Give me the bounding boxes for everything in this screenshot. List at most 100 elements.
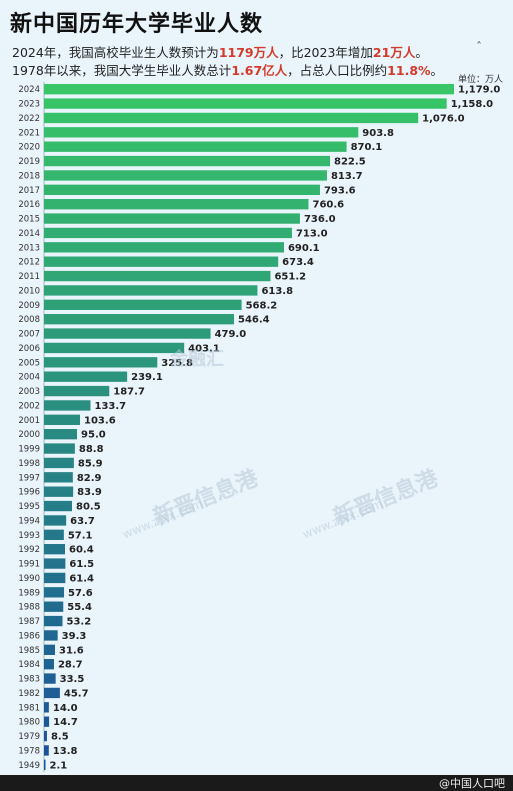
category-label: 1981	[18, 703, 40, 713]
value-label: 2.1	[50, 760, 68, 771]
subtitle-1-text-c: 。	[415, 45, 428, 60]
bar	[44, 702, 49, 713]
bar	[44, 170, 327, 181]
value-label: 14.7	[53, 717, 78, 728]
category-label: 2023	[18, 100, 40, 110]
value-label: 83.9	[77, 487, 102, 498]
category-label: 2011	[18, 272, 40, 282]
value-label: 736.0	[304, 214, 336, 225]
value-label: 133.7	[94, 401, 126, 412]
subtitle-1-text-b: ，比2023年增加	[278, 45, 373, 60]
category-label: 1979	[18, 732, 40, 742]
value-label: 568.2	[246, 300, 278, 311]
value-label: 903.8	[362, 128, 394, 139]
category-label: 2008	[18, 315, 40, 325]
bar	[44, 544, 66, 555]
category-label: 2020	[18, 143, 40, 153]
category-label: 1996	[18, 488, 40, 498]
value-label: 760.6	[313, 200, 345, 211]
category-label: 1990	[18, 574, 40, 584]
value-label: 651.2	[274, 272, 306, 283]
bar	[44, 227, 292, 239]
caret-icon: ˆ	[476, 40, 482, 54]
category-label: 2006	[18, 344, 40, 354]
bar	[44, 716, 50, 727]
category-label: 2001	[18, 416, 40, 426]
bar	[44, 659, 54, 670]
bar	[44, 270, 271, 282]
bar	[44, 730, 47, 742]
bar	[44, 529, 64, 540]
category-label: 2012	[18, 258, 40, 268]
bar	[44, 213, 300, 224]
bar	[44, 385, 110, 397]
bar	[44, 601, 64, 612]
bar	[44, 328, 211, 339]
value-label: 63.7	[70, 516, 95, 527]
category-label: 1982	[18, 689, 40, 699]
category-label: 2009	[18, 301, 40, 311]
category-label: 2021	[18, 128, 40, 138]
category-label: 1993	[18, 531, 40, 541]
value-label: 8.5	[51, 732, 69, 743]
bar	[44, 759, 46, 770]
value-label: 813.7	[331, 171, 363, 182]
value-label: 713.0	[296, 228, 328, 239]
category-label: 2016	[18, 200, 40, 210]
bar	[44, 486, 74, 497]
unit-label: 单位：万人	[458, 75, 504, 85]
category-label: 2002	[18, 401, 40, 411]
value-label: 45.7	[64, 688, 89, 699]
bar	[44, 127, 359, 138]
value-label: 870.1	[351, 142, 383, 153]
bar	[44, 500, 72, 512]
value-label: 28.7	[58, 660, 83, 671]
category-label: 2019	[18, 157, 40, 167]
value-label: 1,179.0	[458, 85, 500, 96]
category-label: 1985	[18, 646, 40, 656]
category-label: 1988	[18, 603, 40, 613]
value-label: 60.4	[69, 545, 94, 556]
bar	[44, 400, 91, 411]
value-label: 103.6	[84, 415, 116, 426]
subtitle-2-highlight-b: 11.8%	[387, 63, 431, 78]
category-label: 1984	[18, 660, 40, 670]
subtitle-2-text-a: 1978年以来，我国大学生毕业人数总计	[12, 63, 232, 78]
category-label: 1983	[18, 675, 40, 685]
value-label: 325.8	[161, 358, 193, 369]
category-label: 2005	[18, 358, 40, 368]
value-label: 14.0	[53, 703, 78, 714]
category-label: 1998	[18, 459, 40, 469]
subtitle-2-text-c: 。	[430, 63, 444, 78]
subtitle-line-2: 1978年以来，我国大学生毕业人数总计1.67亿人，占总人口比例约11.8%。	[12, 60, 443, 79]
page-title: 新中国历年大学毕业人数	[10, 12, 264, 37]
value-label: 1,076.0	[422, 113, 464, 124]
value-label: 822.5	[334, 157, 366, 168]
category-label: 1987	[18, 617, 40, 627]
footer-source: @中国人口吧	[439, 777, 505, 790]
bar	[44, 673, 56, 684]
value-label: 61.4	[69, 573, 94, 584]
bar	[44, 429, 78, 440]
value-label: 403.1	[188, 343, 220, 354]
bar	[44, 299, 242, 310]
bar	[44, 199, 309, 210]
value-label: 613.8	[261, 286, 293, 297]
bar	[44, 572, 66, 584]
value-label: 793.6	[324, 185, 356, 196]
value-label: 61.5	[69, 559, 94, 570]
subtitle-1-text-a: 2024年，我国高校毕业生人数预计为	[12, 45, 219, 60]
subtitle-2-text-b: ，占总人口比例约	[287, 63, 388, 78]
bar	[44, 371, 128, 382]
category-label: 2010	[18, 286, 40, 296]
value-label: 53.2	[67, 617, 92, 628]
bar	[44, 184, 320, 195]
bar	[44, 256, 279, 267]
category-label: 1997	[18, 473, 40, 483]
category-label: 1989	[18, 588, 40, 598]
bar	[44, 414, 81, 425]
bar	[44, 644, 55, 655]
bar-chart: 2024 1,179.0 2023 1,158.0 2022 1,076.0 2021 903…	[18, 82, 500, 772]
category-label: 1949	[18, 761, 40, 771]
chart-card: 新中国历年大学毕业人数 2024年，我国高校毕业生人数预计为1179万人，比20…	[0, 0, 513, 775]
